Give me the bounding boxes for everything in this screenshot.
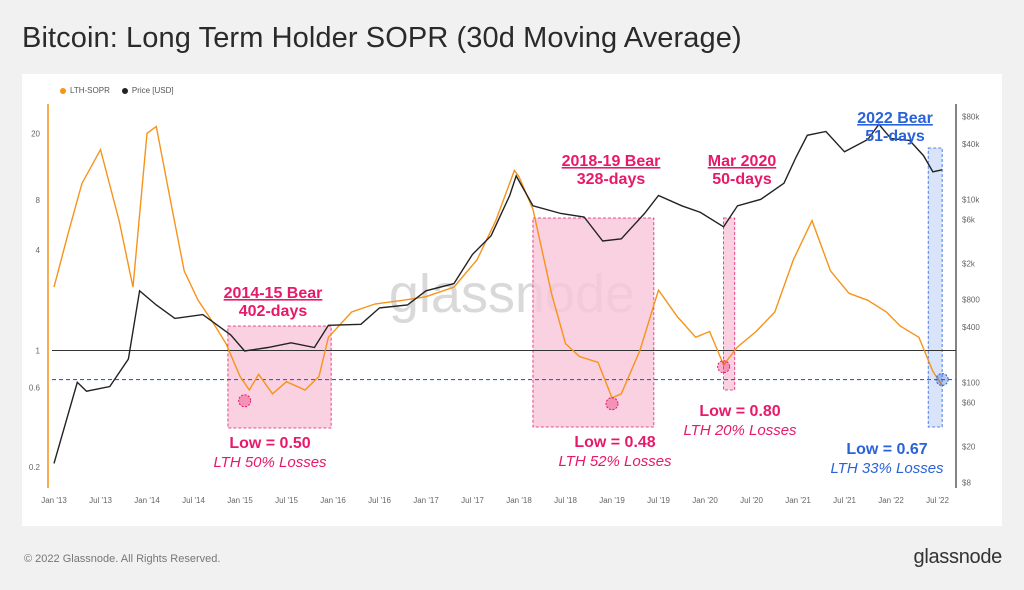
brand-logo: glassnode <box>913 546 1003 568</box>
chart-title: Bitcoin: Long Term Holder SOPR (30d Movi… <box>22 22 742 54</box>
chart-legend: LTH-SOPR Price [USD] <box>60 86 174 95</box>
legend-dot-price <box>121 87 128 94</box>
chart-panel <box>22 74 1002 526</box>
legend-item-price[interactable]: Price [USD] <box>121 86 174 95</box>
legend-dot-sopr <box>60 87 66 94</box>
legend-label-sopr: LTH-SOPR <box>70 86 110 95</box>
legend-item-sopr[interactable]: LTH-SOPR <box>60 86 110 95</box>
copyright-text: © 2022 Glassnode. All Rights Reserved. <box>24 553 221 565</box>
legend-label-price: Price [USD] <box>131 86 174 95</box>
